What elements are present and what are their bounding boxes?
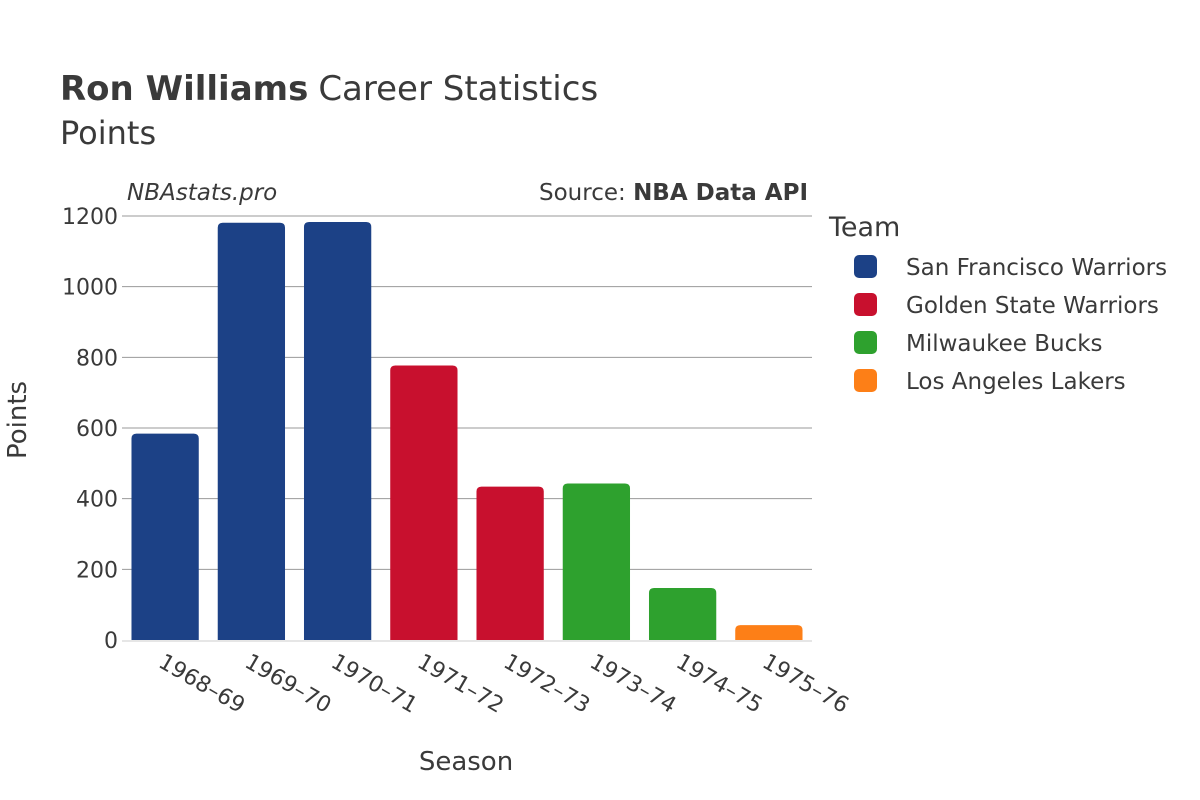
x-tick-label: 1970–71 xyxy=(327,650,422,719)
chart-subtitle: Points xyxy=(60,114,156,152)
y-axis-ticks: 0 200 400 600 800 1000 1200 xyxy=(62,205,118,654)
y-tick-label: 0 xyxy=(104,629,118,654)
x-tick-label: 1974–75 xyxy=(672,650,767,719)
legend-label: San Francisco Warriors xyxy=(906,255,1167,281)
y-tick-label: 800 xyxy=(76,346,118,371)
legend-title: Team xyxy=(828,212,900,243)
x-tick-label: 1972–73 xyxy=(499,650,594,719)
y-tick-label: 600 xyxy=(76,417,118,442)
legend-item[interactable]: San Francisco Warriors xyxy=(854,255,1167,281)
bar-1972–73[interactable] xyxy=(476,486,544,640)
chart-title: Ron Williams Career Statistics xyxy=(60,69,598,109)
legend-item[interactable]: Milwaukee Bucks xyxy=(854,331,1103,357)
legend-label: Golden State Warriors xyxy=(906,293,1159,319)
source-name: NBA Data API xyxy=(633,180,808,206)
x-tick-label: 1969–70 xyxy=(240,650,335,719)
bar-1971–72[interactable] xyxy=(390,365,458,640)
x-tick-label: 1973–74 xyxy=(585,650,680,719)
legend-item[interactable]: Los Angeles Lakers xyxy=(854,369,1126,395)
legend-item[interactable]: Golden State Warriors xyxy=(854,293,1159,319)
x-axis-title: Season xyxy=(419,747,513,777)
legend-label: Los Angeles Lakers xyxy=(906,369,1126,395)
watermark: NBAstats.pro xyxy=(127,180,277,206)
legend: San Francisco Warriors Golden State Warri… xyxy=(854,255,1167,395)
legend-swatch xyxy=(854,255,877,278)
bars xyxy=(131,222,803,641)
y-tick-label: 200 xyxy=(76,558,118,583)
legend-swatch xyxy=(854,369,877,392)
source-note: Source: NBA Data API xyxy=(539,180,808,206)
chart-title-player: Ron Williams xyxy=(60,69,308,109)
bar-1975–76[interactable] xyxy=(735,625,803,640)
y-axis-title: Points xyxy=(3,381,33,459)
bar-1973–74[interactable] xyxy=(562,483,631,640)
bar-1969–70[interactable] xyxy=(217,222,286,641)
legend-swatch xyxy=(854,293,877,316)
chart-title-rest: Career Statistics xyxy=(318,69,598,109)
y-tick-label: 1200 xyxy=(62,205,118,230)
x-axis-ticks: 1968–691969–701970–711971–721972–731973–… xyxy=(154,650,853,719)
y-tick-label: 400 xyxy=(76,488,118,513)
x-tick-label: 1975–76 xyxy=(758,650,853,719)
x-tick-label: 1971–72 xyxy=(413,650,508,719)
legend-label: Milwaukee Bucks xyxy=(906,331,1103,357)
bar-1970–71[interactable] xyxy=(303,222,372,641)
bar-1974–75[interactable] xyxy=(648,588,717,640)
y-tick-label: 1000 xyxy=(62,276,118,301)
bar-1968–69[interactable] xyxy=(131,433,199,640)
source-prefix: Source: xyxy=(539,180,633,206)
x-tick-label: 1968–69 xyxy=(154,650,249,719)
legend-swatch xyxy=(854,331,877,354)
